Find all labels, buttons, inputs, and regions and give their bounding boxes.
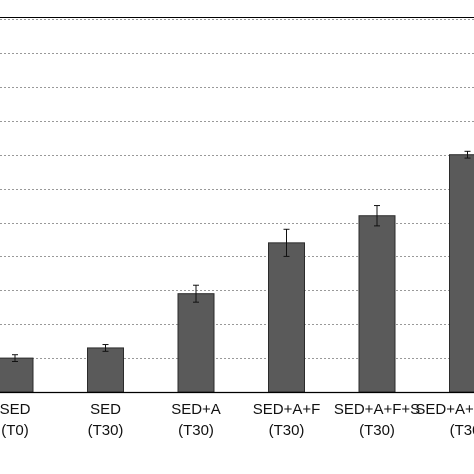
bar — [87, 347, 124, 393]
x-tick-label: (T30) — [88, 422, 124, 439]
x-tick-label: (T30) — [450, 422, 474, 439]
axes — [0, 17, 474, 394]
x-tick-label: SED+A+F+S+Z — [415, 401, 474, 418]
bar — [177, 293, 215, 393]
gridlines — [0, 19, 474, 359]
bar — [358, 215, 396, 393]
bar — [0, 357, 34, 393]
error-bars — [12, 150, 471, 362]
x-tick-label: SED — [90, 401, 121, 418]
x-tick-label: SED+A — [171, 401, 221, 418]
x-tick-label: SED — [0, 401, 31, 418]
x-tick-labels: SED (T0) SED (T30) SED+A (T30) SED+A+F (T30) SED… — [0, 401, 474, 439]
x-tick-label: (T30) — [178, 422, 214, 439]
x-tick-label: (T30) — [359, 422, 395, 439]
bar — [268, 242, 305, 393]
bar — [449, 154, 474, 393]
x-tick-label: SED+A+F — [253, 401, 321, 418]
x-tick-label: (T30) — [269, 422, 305, 439]
bars — [0, 154, 474, 393]
x-tick-label: SED+A+F+S — [334, 401, 420, 418]
x-tick-label: (T0) — [1, 422, 29, 439]
